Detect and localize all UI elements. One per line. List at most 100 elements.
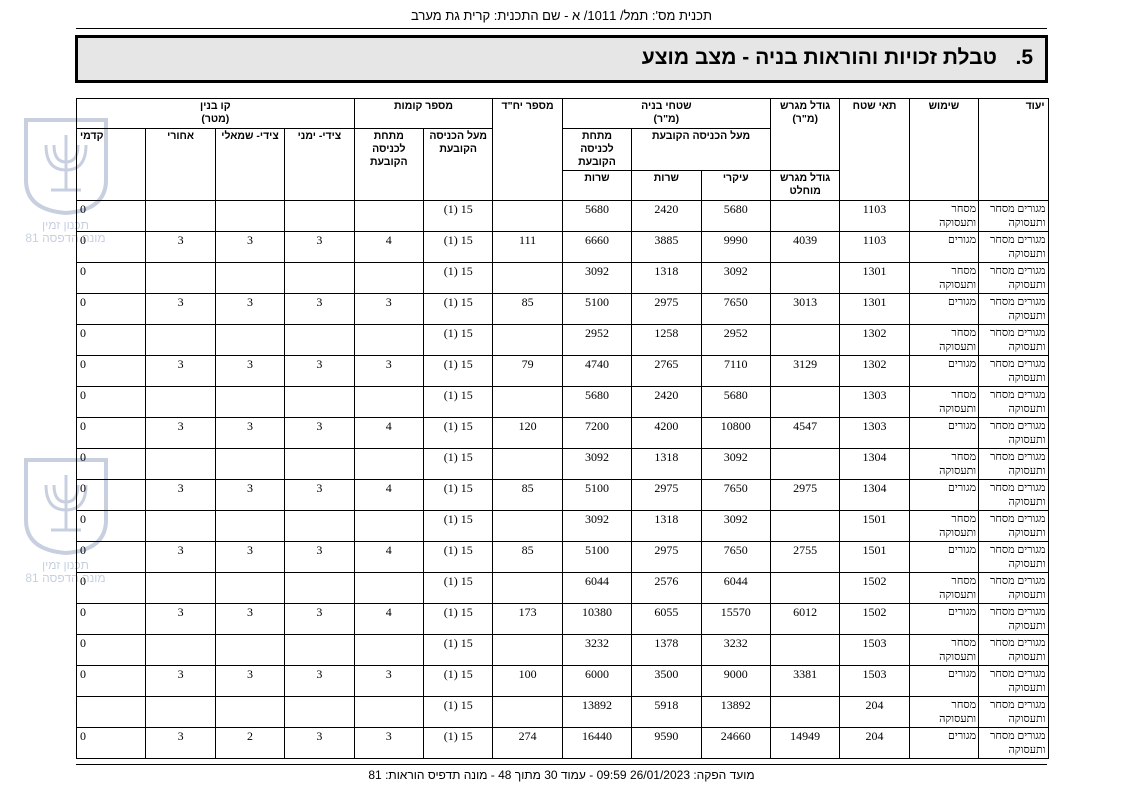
table-cell: 0	[75, 200, 147, 232]
section-title: טבלת זכויות והוראות בניה - מצב מוצע	[641, 46, 997, 69]
table-cell: 2420	[631, 386, 702, 418]
table-cell: 3381	[769, 665, 841, 697]
table-cell: 3	[284, 417, 355, 449]
table-cell: 173	[492, 603, 563, 635]
table-cell	[214, 324, 286, 356]
table-row: מגורים מסחר ותעסוקה מגורים 1502 6012 15570 60…	[75, 603, 1049, 635]
table-cell	[284, 572, 355, 604]
table-cell: מסחר ותעסוקה	[908, 634, 980, 666]
header-cell: מעל הכניסה הקובעת	[631, 128, 771, 171]
table-cell: 3	[145, 355, 216, 387]
table-cell	[145, 262, 216, 294]
table-row: מגורים מסחר ותעסוקה מסחר ותעסוקה 204 13892 5…	[75, 696, 1049, 728]
table-cell: 0	[75, 510, 147, 542]
header-text: קדמי	[80, 130, 104, 142]
header-cell: שרות	[631, 170, 702, 201]
table-cell: 15 (1)	[422, 231, 494, 263]
table-cell	[492, 696, 563, 728]
table-cell: 79	[492, 355, 563, 387]
table-cell: מסחר ותעסוקה	[908, 572, 980, 604]
table-cell: 7110	[700, 355, 771, 387]
table-cell	[284, 448, 355, 480]
table-cell: מסחר ותעסוקה	[908, 324, 980, 356]
table-cell: מגורים	[908, 355, 980, 387]
table-cell: 3	[214, 479, 286, 511]
table-cell: מגורים מסחר ותעסוקה	[978, 293, 1049, 325]
table-cell: 3	[214, 231, 286, 263]
table-cell: מגורים מסחר ותעסוקה	[978, 634, 1049, 666]
table-cell: 15 (1)	[422, 572, 494, 604]
table-cell: 13892	[561, 696, 633, 728]
table-cell: 3	[145, 727, 216, 759]
table-cell: 1301	[839, 262, 910, 294]
table-cell	[284, 324, 355, 356]
header-unit: (מ"ר)	[792, 113, 818, 125]
table-cell: 7650	[700, 479, 771, 511]
table-cell: 2975	[769, 479, 841, 511]
table-cell: 6660	[561, 231, 633, 263]
table-cell	[145, 448, 216, 480]
table-cell: 3	[353, 665, 425, 697]
table-cell: 16440	[561, 727, 633, 759]
table-cell: 15 (1)	[422, 603, 494, 635]
table-cell: מסחר ותעסוקה	[908, 262, 980, 294]
table-cell: מגורים	[908, 541, 980, 573]
table-cell: 9990	[700, 231, 771, 263]
header-cell: מספר קומות	[353, 98, 494, 129]
header-cell: תאי שטח	[839, 98, 910, 201]
table-cell: 0	[75, 386, 147, 418]
table-cell: 15 (1)	[422, 355, 494, 387]
header-text: מספר יח"ד	[501, 100, 554, 112]
table-cell: 2765	[631, 355, 702, 387]
table-cell: 1303	[839, 417, 910, 449]
table-cell	[284, 634, 355, 666]
table-cell: 15 (1)	[422, 200, 494, 232]
table-row: מגורים מסחר ותעסוקה מסחר ותעסוקה 1503 3232 1…	[75, 634, 1049, 666]
table-cell: מגורים מסחר ותעסוקה	[978, 262, 1049, 294]
table-cell: 3	[145, 603, 216, 635]
header-text: מתחת לכניסה הקובעת	[578, 130, 616, 168]
table-cell: 3	[214, 417, 286, 449]
table-cell: מסחר ותעסוקה	[908, 696, 980, 728]
header-cell: קדמי	[75, 128, 147, 201]
table-cell	[353, 696, 425, 728]
table-cell	[284, 262, 355, 294]
table-cell: 1103	[839, 231, 910, 263]
table-body: מגורים מסחר ותעסוקה מסחר ותעסוקה 1103 5680 2…	[75, 200, 1049, 759]
header-cell: שרות	[561, 170, 633, 201]
table-row: מגורים מסחר ותעסוקה מסחר ותעסוקה 1303 5680 2…	[75, 386, 1049, 418]
header-unit: (מ"ר)	[653, 113, 680, 125]
table-cell	[769, 634, 841, 666]
table-cell: 1304	[839, 479, 910, 511]
table-cell: 1502	[839, 572, 910, 604]
header-cell: עיקרי	[700, 170, 771, 201]
table-cell: 7650	[700, 293, 771, 325]
table-cell	[492, 572, 563, 604]
table-cell	[214, 510, 286, 542]
table-cell: 85	[492, 541, 563, 573]
table-cell: 13892	[700, 696, 771, 728]
table-cell	[492, 262, 563, 294]
section-title-box: 5. טבלת זכויות והוראות בניה - מצב מוצע	[75, 35, 1048, 83]
header-text: קו בנין	[200, 100, 231, 112]
table-cell: 3885	[631, 231, 702, 263]
table-cell: 15 (1)	[422, 324, 494, 356]
table-cell	[353, 200, 425, 232]
table-row: מגורים מסחר ותעסוקה מגורים 1303 4547 10800 42…	[75, 417, 1049, 449]
header-cell: שטחי בניה (מ"ר)	[561, 98, 771, 129]
table-cell	[492, 448, 563, 480]
table-row: מגורים מסחר ותעסוקה מסחר ותעסוקה 1301 3092 1…	[75, 262, 1049, 294]
table-cell: 0	[75, 417, 147, 449]
table-cell	[353, 324, 425, 356]
table-cell	[145, 386, 216, 418]
table-cell: 204	[839, 727, 910, 759]
table-cell: 3092	[561, 448, 633, 480]
rule	[76, 28, 1047, 29]
table-cell	[284, 386, 355, 418]
header-cell: מתחת לכניסה הקובעת	[353, 128, 425, 201]
table-row: מגורים מסחר ותעסוקה מגורים 1503 3381 9000 350…	[75, 665, 1049, 697]
table-cell: 1302	[839, 324, 910, 356]
table-cell: 120	[492, 417, 563, 449]
table-cell: 3	[284, 293, 355, 325]
